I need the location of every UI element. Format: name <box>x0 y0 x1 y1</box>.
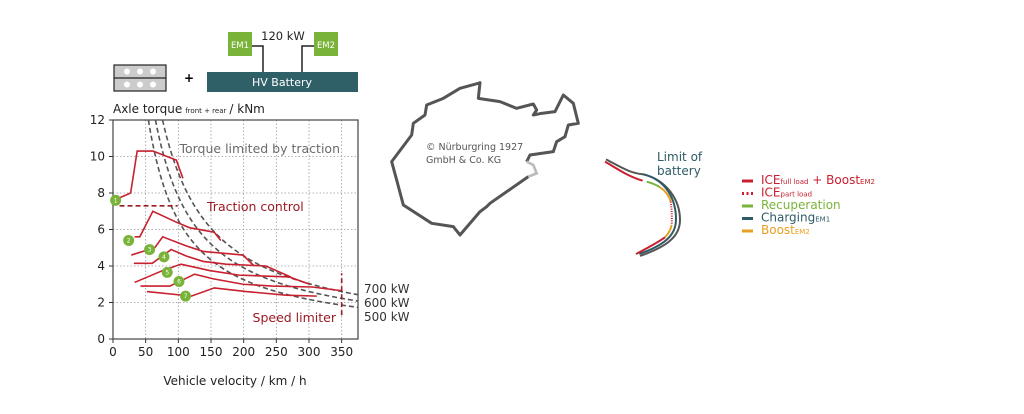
y-tick-label: 4 <box>97 259 105 273</box>
power-curve-500kw <box>147 119 359 309</box>
legend-main: Recuperation <box>761 198 841 212</box>
ice-full-load-exit <box>635 236 666 255</box>
copyright-line2: GmbH & Co. KG <box>426 155 501 166</box>
legend-sub: EM1 <box>815 216 830 224</box>
y-tick-label: 6 <box>97 223 105 237</box>
gear-3-curve <box>131 235 255 267</box>
legend-sub: full load <box>781 178 809 186</box>
gear-1-curve <box>117 150 184 200</box>
hv-battery <box>207 72 358 92</box>
power-curve-600kw <box>154 119 359 302</box>
legend-main: Boost <box>761 223 795 237</box>
nurburgring-track-map: © Nürburgring 1927 GmbH & Co. KG <box>390 81 580 237</box>
boost-segment-entry <box>659 186 672 202</box>
y-tick-label: 0 <box>97 332 105 346</box>
hv-battery-label: HV Battery <box>252 76 312 89</box>
battery-limit-label-2: battery <box>657 164 701 178</box>
gear-2-curve <box>134 210 222 241</box>
torque-limit-label: Torque limited by traction <box>178 141 340 156</box>
legend-item-4: BoostEM2 <box>761 223 810 237</box>
gear-4-curve <box>133 248 292 278</box>
legend-item-3: ChargingEM1 <box>761 211 830 225</box>
power-label-500: 500 kW <box>364 310 410 324</box>
x-tick-label: 50 <box>138 345 153 359</box>
legend-main: ICE <box>761 186 781 200</box>
gear-6-badge-label: 6 <box>177 279 181 286</box>
legend-sub: EM2 <box>795 228 810 236</box>
y-tick-label: 2 <box>97 296 105 310</box>
gear-6-curve <box>140 273 342 292</box>
engine-icon <box>113 64 167 92</box>
legend-sub2: EM2 <box>860 178 875 186</box>
x-tick-label: 350 <box>330 345 353 359</box>
gear-4-badge <box>158 251 170 263</box>
em2-box <box>314 32 338 56</box>
x-tick-label: 300 <box>298 345 321 359</box>
gear-5-badge <box>161 266 173 278</box>
battery-limit-line <box>638 173 677 255</box>
gear-3-badge <box>144 244 156 256</box>
em2-label: EM2 <box>317 41 335 51</box>
y-axis-label: Axle torque front + rear / kNm <box>113 102 265 116</box>
torque-chart: Axle torque front + rear / kNm Vehicle vel… <box>90 102 410 388</box>
ice-part-load-segment <box>669 201 673 226</box>
y-tick-label: 12 <box>90 113 105 127</box>
gear-5-badge-label: 5 <box>165 269 169 276</box>
boost-segment-exit <box>664 224 673 239</box>
legend-item-0: ICEfull load + BoostEM2 <box>761 173 875 187</box>
em1-label: EM1 <box>231 41 249 51</box>
recuperation-segment <box>646 180 661 189</box>
gear-6-badge <box>173 276 185 288</box>
track-pit-section <box>526 160 539 178</box>
legend-main: ICE <box>761 173 781 187</box>
gear-7-badge-label: 7 <box>184 293 188 300</box>
power-label: 120 kW <box>261 29 305 43</box>
traction-control-label: Traction control <box>206 199 304 214</box>
gear-1-badge <box>110 194 122 206</box>
x-tick-label: 250 <box>265 345 288 359</box>
x-axis-label: Vehicle velocity / km / h <box>163 374 306 388</box>
track-outline <box>390 81 580 237</box>
power-label-600: 600 kW <box>364 296 410 310</box>
x-tick-label: 100 <box>167 345 190 359</box>
ice-full-load-entry <box>604 160 643 182</box>
em1-connector <box>252 45 264 72</box>
plot-frame <box>112 119 359 340</box>
powertrain-diagram: + HV Battery EM1 EM2 120 kW <box>113 29 358 92</box>
legend-item-1: ICEpart load <box>761 186 812 200</box>
em2-connector <box>301 45 314 72</box>
corner-detail: Limit of battery <box>604 150 703 257</box>
x-tick-label: 0 <box>109 345 117 359</box>
em1-box <box>228 32 252 56</box>
x-tick-label: 150 <box>200 345 223 359</box>
gear-2-badge-label: 2 <box>127 237 131 244</box>
y-tick-label: 8 <box>97 186 105 200</box>
gear-1-badge-label: 1 <box>114 197 118 204</box>
gear-7-curve <box>146 287 317 297</box>
gear-4-badge-label: 4 <box>162 254 166 261</box>
x-tick-label: 200 <box>232 345 255 359</box>
gear-3-badge-label: 3 <box>148 247 152 254</box>
power-label-700: 700 kW <box>364 282 410 296</box>
battery-limit-label-1: Limit of <box>657 150 703 164</box>
plus-sign: + <box>184 71 194 85</box>
legend-main2: + Boost <box>808 173 860 187</box>
legend-main: Charging <box>761 211 815 225</box>
speed-limiter-label: Speed limiter <box>253 310 337 325</box>
gear-7-badge <box>180 290 192 302</box>
legend-item-2: Recuperation <box>761 198 841 212</box>
y-tick-label: 10 <box>90 150 105 164</box>
legend-sub: part load <box>781 191 813 199</box>
copyright-line1: © Nürburgring 1927 <box>426 142 523 153</box>
gear-2-badge <box>123 234 135 246</box>
track-line-outer <box>605 158 681 257</box>
